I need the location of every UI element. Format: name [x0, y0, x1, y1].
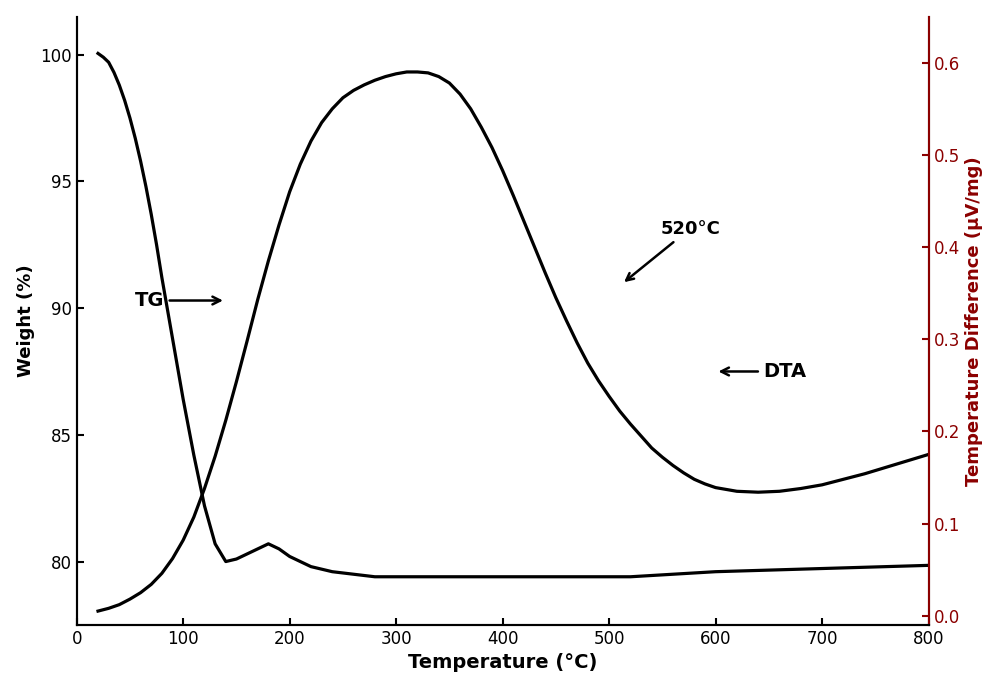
Y-axis label: Weight (%): Weight (%) [17, 265, 35, 377]
X-axis label: Temperature (°C): Temperature (°C) [408, 653, 597, 672]
Y-axis label: Temperature Difference (μV/mg): Temperature Difference (μV/mg) [965, 156, 983, 486]
Text: 520°C: 520°C [626, 220, 720, 280]
Text: DTA: DTA [721, 362, 807, 381]
Text: TG: TG [135, 291, 220, 310]
